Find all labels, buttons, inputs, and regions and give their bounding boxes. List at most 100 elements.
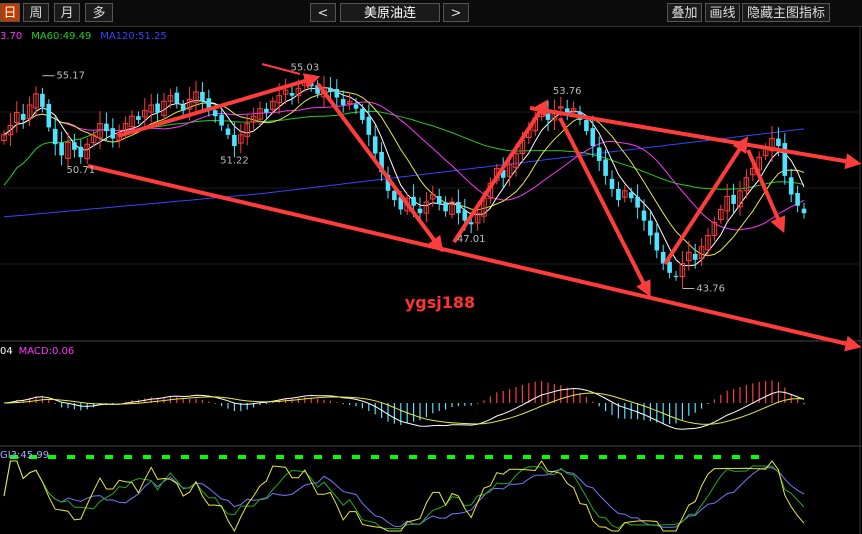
symbol-name[interactable]: 美原油连 xyxy=(340,3,440,22)
ma-legend-item: MA60:49.49 xyxy=(31,31,91,42)
candle-body xyxy=(468,222,474,225)
candle-body xyxy=(506,164,513,177)
rsi-reference-dash xyxy=(637,455,645,459)
candle-body xyxy=(328,88,333,92)
price-annotations: 55.17 50.71 51.22 55.03 47.01 53.76 43.76 xyxy=(42,62,725,295)
grid xyxy=(0,26,862,534)
rsi-reference-dash xyxy=(428,455,436,459)
macd-panel xyxy=(3,380,805,430)
rsi-reference-dash xyxy=(314,455,322,459)
candle-body xyxy=(308,82,314,87)
candle-body xyxy=(52,128,58,145)
rsi-reference-dash xyxy=(504,455,512,459)
candle-body xyxy=(430,194,436,200)
candle-body xyxy=(372,136,378,154)
candle-body xyxy=(398,197,404,210)
candle-body xyxy=(449,201,455,215)
rsi-reference-dash xyxy=(542,455,550,459)
trend-up-1 xyxy=(117,73,321,138)
candle-body xyxy=(282,89,289,95)
candle-body xyxy=(7,125,14,136)
period-week-button[interactable]: 周 xyxy=(23,3,49,22)
rsi-line-long xyxy=(3,460,805,528)
candle-body xyxy=(513,152,519,169)
toolbar: 日 周 月 多 < 美原油连 > 叠加 画线 隐藏主图指标 xyxy=(0,0,862,27)
overlay-button[interactable]: 叠加 xyxy=(667,3,702,22)
ma-legend-item: MA120:51.25 xyxy=(100,31,167,42)
candle-body xyxy=(731,194,736,204)
rsi-reference-dash xyxy=(371,455,379,459)
rsi-reference-dash xyxy=(390,455,398,459)
candle-body xyxy=(232,134,237,147)
candle-body xyxy=(346,100,353,105)
candle-body xyxy=(264,108,269,113)
candle-body xyxy=(443,202,448,212)
period-more-button[interactable]: 多 xyxy=(85,3,113,22)
candle-body xyxy=(596,147,602,161)
candle-body xyxy=(104,123,109,132)
candle-body xyxy=(795,193,800,206)
rsi-reference-dash xyxy=(67,455,75,459)
price-annotation: 53.76 xyxy=(553,86,582,97)
period-day-button[interactable]: 日 xyxy=(0,3,20,22)
prev-symbol-button[interactable]: < xyxy=(310,3,336,22)
legends: 3.70 MA60:49.49 MA120:51.25 04 MACD:0.06 GI3:… xyxy=(0,31,167,461)
draw-line-button[interactable]: 画线 xyxy=(705,3,740,22)
rsi-reference-dash xyxy=(352,455,360,459)
candle-body xyxy=(340,99,346,106)
candle-body xyxy=(590,128,596,147)
candle-body xyxy=(225,128,231,135)
rsi-reference-dash xyxy=(105,455,113,459)
rsi-reference-dash xyxy=(48,455,56,459)
candle-body xyxy=(679,263,686,278)
candle-body xyxy=(110,128,116,139)
candle-body xyxy=(174,92,180,104)
candle-body xyxy=(238,134,244,144)
price-annotation: 43.76 xyxy=(696,284,725,295)
rsi-reference-dash xyxy=(694,455,702,459)
candle-body xyxy=(782,143,788,176)
candle-body xyxy=(692,253,698,260)
candle-body xyxy=(609,178,615,189)
watermark: ygsj188 xyxy=(405,293,475,312)
candle-body xyxy=(270,100,276,110)
rsi-reference-dash xyxy=(181,455,189,459)
rsi-reference-dash xyxy=(200,455,208,459)
trend-up-2 xyxy=(452,99,549,244)
candle-body xyxy=(84,143,91,160)
rsi-reference-dash xyxy=(162,455,170,459)
rsi-reference-dash xyxy=(447,455,455,459)
candle-body xyxy=(122,123,129,132)
rsi-reference-dash xyxy=(466,455,474,459)
hide-indicators-button[interactable]: 隐藏主图指标 xyxy=(742,3,830,22)
trend-down-2 xyxy=(558,117,651,297)
candle-body xyxy=(180,104,186,111)
candle-body xyxy=(417,208,423,214)
ma20-line xyxy=(3,101,805,231)
channel-top-arrow xyxy=(529,106,862,170)
candle-body xyxy=(654,232,660,251)
candles xyxy=(1,73,807,288)
price-annotation: 51.22 xyxy=(220,155,249,166)
candle-body xyxy=(724,195,731,212)
candle-body xyxy=(474,212,481,224)
rsi-reference-dash xyxy=(10,455,18,459)
rsi-reference-dash xyxy=(485,455,493,459)
candle-body xyxy=(436,196,442,204)
candle-body xyxy=(212,110,218,117)
candle-body xyxy=(462,210,468,221)
next-symbol-button[interactable]: > xyxy=(443,3,469,22)
candle-body xyxy=(334,88,340,98)
candle-body xyxy=(564,108,570,113)
rsi-reference-dash xyxy=(29,455,37,459)
rsi-reference-dash xyxy=(656,455,664,459)
rsi-line-mid xyxy=(3,460,805,530)
candle-body xyxy=(776,138,781,147)
ma10-line xyxy=(3,90,805,257)
period-month-button[interactable]: 月 xyxy=(54,3,80,22)
ma120-line xyxy=(3,128,805,218)
chart-canvas[interactable]: 55.17 50.71 51.22 55.03 47.01 53.76 43.76 3.70… xyxy=(0,26,862,534)
candle-body xyxy=(500,169,506,178)
candle-body xyxy=(129,115,135,128)
rsi-reference-dash xyxy=(751,455,759,459)
